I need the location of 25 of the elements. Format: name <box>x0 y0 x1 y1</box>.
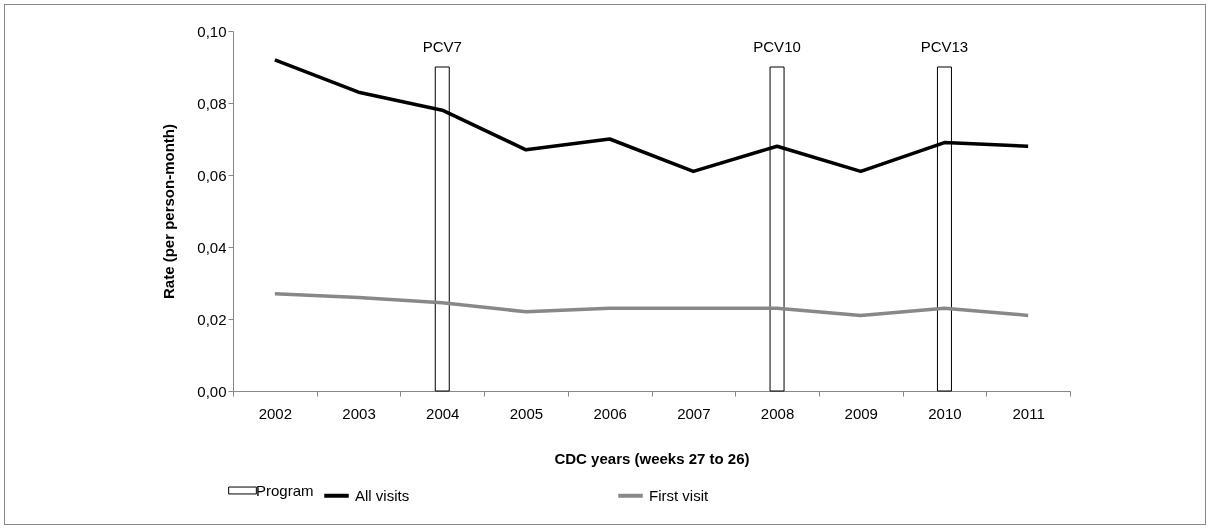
x-tick-label: 2007 <box>677 404 711 422</box>
line-series <box>273 292 1030 318</box>
y-tick-label: 0,06 <box>197 166 227 184</box>
annotation: PCV13 <box>920 38 969 55</box>
y-tick-label: 0,10 <box>197 22 227 40</box>
y-tick-label: 0,08 <box>197 94 227 112</box>
x-tick-label: 2009 <box>844 404 878 422</box>
legend-label: All visits <box>355 486 410 504</box>
y-tick-label: 0,04 <box>197 238 227 256</box>
legend-label: Program <box>256 481 314 499</box>
x-tick-label: 2003 <box>342 404 376 422</box>
annotation: PCV7 <box>422 38 462 55</box>
y-tick-label: 0,00 <box>197 382 227 400</box>
y-axis-title: Rate (per person-month) <box>160 123 178 300</box>
x-tick-label: 2011 <box>1012 404 1045 422</box>
x-axis-title: CDC years (weeks 27 to 26) <box>554 449 750 467</box>
x-tick-label: 2006 <box>593 404 627 422</box>
x-tick-label: 2002 <box>258 404 293 422</box>
x-tick-label: 2005 <box>509 404 544 422</box>
x-tick-label: 2004 <box>426 404 460 422</box>
x-tick-label: 2008 <box>760 404 795 422</box>
x-tick-label: 2010 <box>928 404 962 422</box>
y-tick-label: 0,02 <box>197 310 227 328</box>
annotation: PCV10 <box>753 38 801 55</box>
legend-label: First visit <box>649 486 709 504</box>
